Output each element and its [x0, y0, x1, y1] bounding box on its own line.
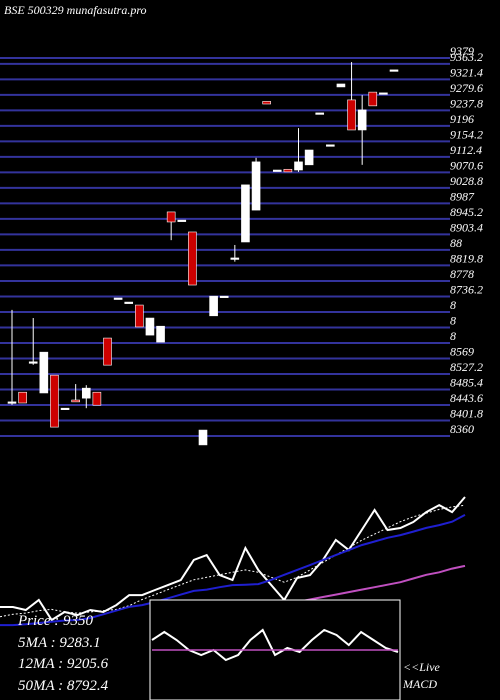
- candle-body: [241, 184, 250, 243]
- y-tick-label: 9154.2: [450, 127, 483, 141]
- y-tick-label: 8987: [450, 189, 475, 203]
- candle-body: [177, 219, 187, 222]
- y-tick-label: 8569: [450, 344, 474, 358]
- candle-body: [336, 83, 346, 88]
- y-tick-label: 9321.4: [450, 65, 483, 79]
- y-tick-label: 8: [450, 313, 456, 327]
- candle-body: [326, 144, 335, 147]
- y-tick-label: 9279.6: [450, 81, 483, 95]
- y-tick-label: 9112.4: [450, 143, 482, 157]
- candle-body: [272, 169, 282, 172]
- macd-title: MACD: [402, 677, 437, 691]
- legend-entry: Price : 9350: [17, 613, 93, 629]
- candle-body: [156, 325, 165, 343]
- candle-body: [60, 407, 70, 410]
- candle-body: [135, 304, 144, 328]
- y-tick-label: 88: [450, 236, 462, 250]
- candle-body: [389, 69, 399, 72]
- candle-body: [71, 399, 80, 403]
- series-line: [0, 514, 466, 627]
- candle-body: [188, 231, 197, 286]
- legend-entry: 12MA : 9205.6: [18, 656, 109, 672]
- macd-line: [151, 628, 399, 662]
- y-tick-label: 8: [450, 298, 456, 312]
- candle-body: [262, 101, 271, 105]
- candle-body: [209, 295, 218, 317]
- candle-body: [198, 429, 208, 446]
- y-tick-label: 8443.6: [450, 391, 483, 405]
- candle-body: [379, 92, 388, 95]
- legend-entry: 50MA : 8792.4: [18, 678, 109, 694]
- candle-body: [50, 374, 59, 428]
- y-tick-label: 8945.2: [450, 205, 483, 219]
- y-tick-label: 8819.8: [450, 251, 483, 265]
- candle-body: [304, 149, 314, 166]
- candle-body: [18, 391, 27, 404]
- y-tick-label: 9363.2: [450, 50, 483, 64]
- series-line: [0, 496, 466, 622]
- candle-body: [81, 387, 91, 399]
- y-tick-label: 9028.8: [450, 174, 483, 188]
- y-tick-label: 8527.2: [450, 360, 483, 374]
- y-tick-label: 8736.2: [450, 282, 483, 296]
- candle-body: [294, 161, 303, 171]
- candle-body: [357, 109, 367, 131]
- y-tick-label: 9196: [450, 112, 474, 126]
- legend-entry: 5MA : 9283.1: [18, 635, 101, 651]
- y-tick-label: 9070.6: [450, 158, 483, 172]
- chart-title: BSE 500329 munafasutra.pro: [4, 3, 147, 17]
- candle-body: [103, 337, 112, 366]
- candle-body: [283, 168, 293, 173]
- y-tick-label: 8903.4: [450, 220, 483, 234]
- candle-body: [368, 91, 378, 107]
- candle-body: [39, 351, 49, 394]
- y-tick-label: 8401.8: [450, 406, 483, 420]
- y-tick-label: 9237.8: [450, 96, 483, 110]
- candle-body: [251, 161, 261, 211]
- candle-body: [315, 112, 325, 115]
- candle-body: [92, 391, 102, 406]
- series-line: [284, 564, 466, 606]
- y-tick-label: 9379: [450, 44, 474, 58]
- candle-body: [347, 99, 356, 131]
- y-tick-label: 8360: [450, 422, 474, 436]
- candle-body: [124, 301, 134, 304]
- y-tick-label: 8778: [450, 267, 474, 281]
- candle-body: [230, 257, 240, 260]
- candle-body: [219, 295, 229, 298]
- candle-body: [145, 317, 155, 336]
- y-tick-label: 8: [450, 329, 456, 343]
- y-tick-label: 8485.4: [450, 375, 483, 389]
- candle-body: [7, 401, 17, 404]
- candle-body: [113, 297, 123, 300]
- annotation: <<Live: [403, 660, 441, 674]
- candle-body: [166, 211, 176, 223]
- candle-body: [28, 361, 38, 364]
